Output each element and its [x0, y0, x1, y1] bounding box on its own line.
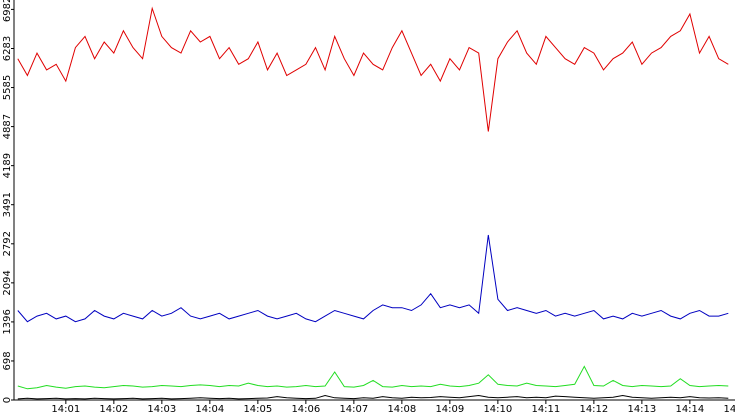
- y-tick-label: 6283: [2, 36, 13, 61]
- x-tick-label: 14:05: [243, 404, 272, 415]
- x-tick-label: 14:08: [387, 404, 416, 415]
- x-tick-label: 14:07: [339, 404, 368, 415]
- series-line: [17, 394, 729, 400]
- y-tick-label: 2094: [2, 270, 13, 295]
- x-tick-label: 14:04: [195, 404, 224, 415]
- x-tick-label: 14:14: [675, 404, 704, 415]
- x-tick-label: 14:02: [99, 404, 128, 415]
- y-tick-label: 5585: [2, 75, 13, 100]
- y-tick-label: 1396: [2, 309, 13, 334]
- series-line: [17, 6, 729, 132]
- x-tick-label: 14:10: [483, 404, 512, 415]
- x-tick-label: 14:03: [147, 404, 176, 415]
- y-tick-label: 6982: [2, 0, 13, 22]
- x-tick-label: 14:15: [723, 404, 735, 415]
- y-tick-label: 698: [2, 351, 13, 370]
- x-tick-label: 14:06: [291, 404, 320, 415]
- y-tick-label: 3491: [2, 192, 13, 217]
- series-line: [17, 365, 729, 390]
- x-tick-label: 14:12: [579, 404, 608, 415]
- y-tick-label: 0: [2, 397, 13, 403]
- series-line: [17, 234, 729, 323]
- x-tick-label: 14:11: [531, 404, 560, 415]
- y-tick-label: 4887: [2, 114, 13, 139]
- x-tick-label: 14:13: [627, 404, 656, 415]
- x-tick-label: 14:09: [435, 404, 464, 415]
- x-tick-label: 14:01: [51, 404, 80, 415]
- y-tick-label: 4189: [2, 153, 13, 178]
- y-tick-label: 2792: [2, 231, 13, 256]
